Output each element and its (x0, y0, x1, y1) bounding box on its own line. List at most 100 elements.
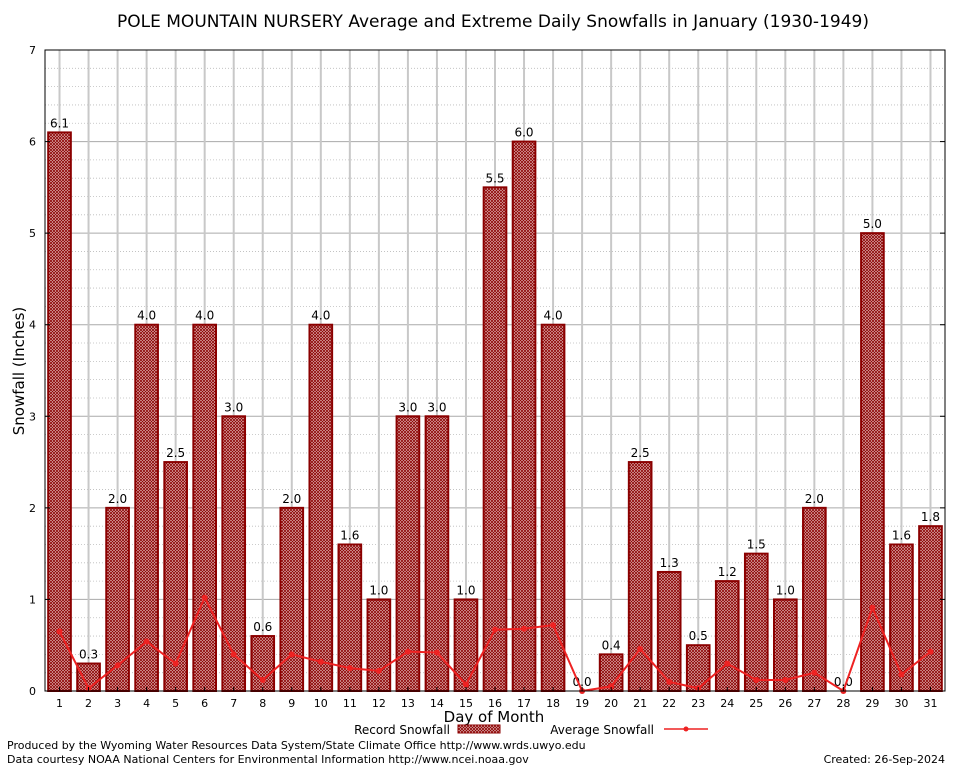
record-bar (511, 140, 537, 693)
y-tick-label: 6 (29, 136, 36, 149)
average-point (288, 651, 295, 658)
x-tick-label: 27 (807, 697, 821, 710)
average-point (869, 604, 876, 611)
record-bar (47, 131, 72, 692)
record-bar (134, 323, 159, 692)
bar-value-label: 6.0 (514, 126, 533, 140)
x-tick-label: 23 (691, 697, 705, 710)
average-point (259, 677, 266, 684)
bar-value-label: 2.0 (108, 492, 127, 506)
x-axis-label: Day of Month (444, 708, 545, 726)
average-point (811, 669, 818, 676)
bar-value-label: 4.0 (137, 309, 156, 323)
average-point (56, 628, 63, 635)
record-bar (366, 598, 392, 693)
bar-value-label: 0.3 (79, 648, 98, 662)
record-bar (192, 323, 218, 692)
record-bar (743, 552, 769, 693)
record-bar (279, 506, 305, 692)
x-tick-label: 31 (923, 697, 937, 710)
x-tick-label: 8 (259, 697, 266, 710)
legend-marker-average (683, 726, 689, 732)
bar-value-label: 2.0 (282, 492, 301, 506)
bar-value-label: 1.5 (747, 538, 766, 552)
bar-value-label: 0.5 (689, 629, 708, 643)
bar-value-label: 1.0 (776, 583, 795, 597)
record-bar (918, 525, 943, 693)
x-tick-label: 20 (604, 697, 618, 710)
average-point (753, 677, 760, 684)
x-tick-label: 26 (778, 697, 792, 710)
y-tick-label: 7 (29, 44, 36, 57)
bar-value-label: 2.5 (166, 446, 185, 460)
bar-value-label: 5.0 (863, 217, 882, 231)
x-tick-label: 7 (230, 697, 237, 710)
average-point (608, 683, 615, 690)
y-tick-label: 5 (29, 227, 36, 240)
bar-value-label: 3.0 (427, 400, 446, 414)
x-tick-label: 1 (56, 697, 63, 710)
legend: Record Snowfall Average Snowfall (354, 723, 708, 737)
record-bar (714, 580, 740, 692)
bar-value-label: 1.2 (718, 565, 737, 579)
y-tick-label: 4 (29, 319, 36, 332)
average-point (375, 667, 382, 674)
average-point (637, 645, 644, 652)
legend-label-record: Record Snowfall (354, 723, 450, 737)
average-point (927, 648, 934, 655)
bar-value-label: 2.5 (631, 446, 650, 460)
average-point (114, 662, 121, 669)
x-tick-label: 24 (720, 697, 734, 710)
footer-producer: Produced by the Wyoming Water Resources … (7, 739, 586, 752)
average-point (492, 626, 498, 633)
bar-value-label: 4.0 (311, 309, 330, 323)
x-tick-label: 2 (85, 697, 92, 710)
x-tick-label: 17 (517, 697, 531, 710)
record-bars: 6.1 0.3 2.0 4.0 2.5 4.0 3.0 0.6 2.0 4.0 1.6 1.0 3.0 3… (47, 116, 943, 693)
x-tick-label: 6 (201, 697, 208, 710)
bar-value-label: 1.0 (456, 583, 475, 597)
average-point (521, 625, 528, 632)
y-tick-label: 0 (29, 685, 36, 698)
y-axis-label: Snowfall (Inches) (10, 307, 28, 435)
y-tick-label: 3 (29, 410, 36, 423)
footer-created: Created: 26-Sep-2024 (823, 753, 945, 766)
x-tick-label: 5 (172, 697, 179, 710)
x-tick-label: 16 (488, 697, 502, 710)
y-tick-label: 2 (29, 502, 36, 515)
average-point (724, 660, 731, 667)
record-bar (685, 644, 711, 693)
average-point (666, 678, 673, 685)
average-point (172, 660, 179, 667)
x-tick-label: 21 (633, 697, 647, 710)
x-tick-label: 15 (459, 697, 473, 710)
bar-value-label: 2.0 (805, 492, 824, 506)
bar-value-label: 4.0 (195, 309, 214, 323)
bar-value-label: 3.0 (224, 400, 243, 414)
bar-value-label: 1.0 (369, 583, 388, 597)
bar-value-label: 1.8 (921, 510, 940, 524)
bar-value-label: 0.6 (253, 620, 272, 634)
y-tick-label: 1 (29, 593, 36, 606)
x-tick-label: 18 (546, 697, 560, 710)
record-bar (540, 323, 566, 692)
bar-value-label: 1.6 (892, 528, 911, 542)
x-tick-label: 25 (749, 697, 763, 710)
bar-value-label: 1.6 (340, 528, 359, 542)
average-point (898, 671, 905, 678)
x-tick-label: 10 (314, 697, 328, 710)
x-tick-label: 19 (575, 697, 589, 710)
average-point (404, 648, 411, 655)
record-bar (221, 415, 247, 692)
average-point (462, 681, 469, 688)
legend-swatch-record (457, 724, 501, 734)
legend-label-average: Average Snowfall (550, 723, 654, 737)
footer-source: Data courtesy NOAA National Centers for … (7, 753, 529, 766)
x-tick-label: 29 (865, 697, 879, 710)
average-point (550, 622, 557, 629)
average-point (346, 665, 353, 672)
record-bar (860, 232, 885, 692)
